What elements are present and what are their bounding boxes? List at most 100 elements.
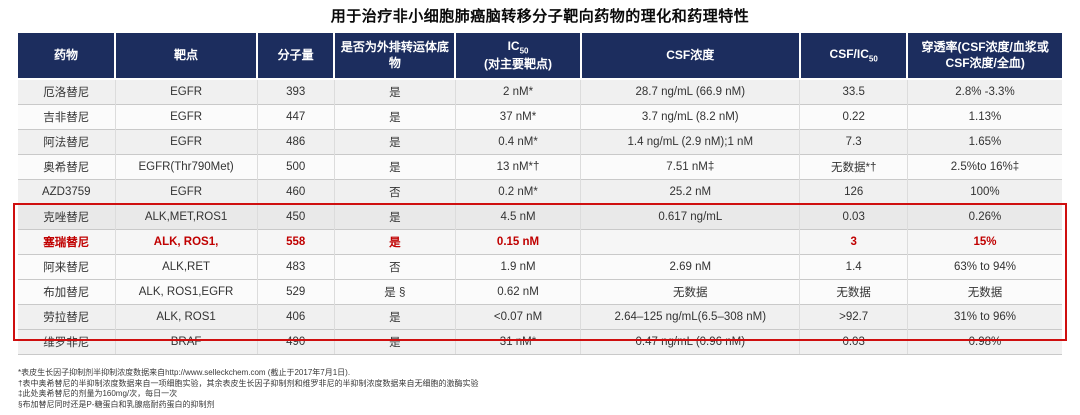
csf-ic50-label: CSF/IC	[829, 46, 869, 61]
cell-csf: 0.47 ng/mL (0.96 nM)	[580, 328, 801, 355]
cell-ratio: 0.03	[799, 328, 908, 355]
cell-target: EGFR	[115, 128, 258, 154]
cell-drug: AZD3759	[18, 178, 116, 204]
page-title: 用于治疗非小细胞肺癌脑转移分子靶向药物的理化和药理特性	[330, 8, 750, 25]
cell-ic50: 31 nM*	[455, 328, 582, 355]
cell-mol-weight: 490	[257, 328, 335, 355]
table-row-vemurafenib: 维罗非尼 BRAF 490 是 31 nM* 0.47 ng/mL (0.96 …	[18, 328, 1062, 355]
footnote-dagger: †表中奥希替尼的半抑制浓度数据来自一项细胞实验，其余表皮生长因子抑制剂和维罗非尼…	[18, 378, 479, 388]
cell-mol-weight: 406	[257, 303, 335, 329]
cell-mol-weight: 447	[257, 103, 335, 129]
cell-efflux: 是	[334, 103, 456, 129]
cell-ratio: 1.4	[799, 253, 908, 279]
cell-penetration: 1.13%	[907, 103, 1062, 129]
cell-drug: 维罗非尼	[18, 328, 116, 355]
column-header-csf-ic50-ratio: CSF/IC50	[799, 33, 909, 80]
cell-ratio: 0.22	[799, 103, 908, 129]
cell-ratio: 33.5	[799, 79, 908, 104]
cell-ratio: 7.3	[799, 128, 908, 154]
cell-ratio: 无数据	[799, 278, 908, 304]
cell-ic50: 2 nM*	[455, 79, 582, 104]
cell-penetration: 0.26%	[907, 203, 1062, 229]
cell-mol-weight: 483	[257, 253, 335, 279]
table-body: 厄洛替尼 EGFR 393 是 2 nM* 28.7 ng/mL (66.9 n…	[18, 79, 1062, 355]
cell-csf: 3.7 ng/mL (8.2 nM)	[580, 103, 801, 129]
drug-properties-table-wrap: 药物 靶点 分子量 是否为外排转运体底物 IC50 (对主要靶点) CSF浓度 C…	[13, 33, 1067, 355]
column-header-drug: 药物	[18, 33, 117, 80]
cell-csf: 25.2 nM	[580, 178, 801, 204]
table-row-ceritinib-highlighted: 塞瑞替尼 ALK, ROS1, 558 是 0.15 nM 3 15%	[18, 228, 1062, 254]
table-row-azd3759: AZD3759 EGFR 460 否 0.2 nM* 25.2 nM 126 1…	[18, 178, 1062, 204]
cell-ic50: 1.9 nM	[455, 253, 582, 279]
footnotes: *表皮生长因子抑制剂半抑制浓度数据来自http://www.selleckche…	[18, 368, 1062, 410]
table-row-osimertinib: 奥希替尼 EGFR(Thr790Met) 500 是 13 nM*† 7.51 …	[18, 153, 1062, 179]
cell-penetration: 2.8% -3.3%	[907, 79, 1062, 104]
cell-csf: 无数据	[580, 278, 801, 304]
table-header-row: 药物 靶点 分子量 是否为外排转运体底物 IC50 (对主要靶点) CSF浓度 C…	[18, 33, 1062, 80]
cell-ratio: 无数据*†	[799, 153, 908, 179]
cell-penetration: 15%	[907, 228, 1062, 254]
cell-target: EGFR	[115, 178, 258, 204]
cell-ratio: 3	[799, 228, 908, 254]
column-header-mol-weight: 分子量	[257, 33, 336, 80]
cell-drug: 劳拉替尼	[18, 303, 116, 329]
column-header-target: 靶点	[115, 33, 259, 80]
cell-mol-weight: 500	[257, 153, 335, 179]
cell-drug: 阿来替尼	[18, 253, 116, 279]
cell-efflux: 是	[334, 228, 456, 254]
cell-efflux: 是 §	[334, 278, 456, 304]
column-header-efflux: 是否为外排转运体底物	[334, 33, 457, 80]
cell-efflux: 是	[334, 203, 456, 229]
cell-ratio: >92.7	[799, 303, 908, 329]
csf-ic50-subscript: 50	[868, 54, 878, 63]
cell-ic50: 13 nM*†	[455, 153, 582, 179]
cell-ic50: 0.4 nM*	[455, 128, 582, 154]
table-row-crizotinib: 克唑替尼 ALK,MET,ROS1 450 是 4.5 nM 0.617 ng/…	[18, 203, 1062, 229]
cell-efflux: 否	[334, 178, 456, 204]
cell-mol-weight: 450	[257, 203, 335, 229]
cell-csf: 7.51 nM‡	[580, 153, 801, 179]
cell-penetration: 无数据	[907, 278, 1062, 304]
cell-ic50: 4.5 nM	[455, 203, 582, 229]
cell-csf: 2.64–125 ng/mL(6.5–308 nM)	[580, 303, 801, 329]
table-row-alectinib: 阿来替尼 ALK,RET 483 否 1.9 nM 2.69 nM 1.4 63…	[18, 253, 1062, 279]
column-header-csf-concentration: CSF浓度	[580, 33, 801, 80]
cell-drug: 奥希替尼	[18, 153, 116, 179]
cell-target: ALK, ROS1,EGFR	[115, 278, 258, 304]
cell-target: BRAF	[115, 328, 258, 355]
footnote-double-dagger: ‡此处奥希替尼的剂量为160mg/次，每日一次	[18, 389, 178, 398]
cell-penetration: 1.65%	[907, 128, 1062, 154]
ic50-note: (对主要靶点)	[484, 56, 553, 71]
cell-csf: 28.7 ng/mL (66.9 nM)	[580, 79, 801, 104]
drug-properties-table: 药物 靶点 分子量 是否为外排转运体底物 IC50 (对主要靶点) CSF浓度 C…	[18, 33, 1062, 355]
cell-drug: 克唑替尼	[18, 203, 116, 229]
table-row-lorlatinib: 劳拉替尼 ALK, ROS1 406 是 <0.07 nM 2.64–125 n…	[18, 303, 1062, 329]
cell-ic50: <0.07 nM	[455, 303, 582, 329]
table-row-erlotinib: 厄洛替尼 EGFR 393 是 2 nM* 28.7 ng/mL (66.9 n…	[18, 79, 1062, 104]
cell-mol-weight: 529	[257, 278, 335, 304]
cell-target: ALK, ROS1,	[115, 228, 258, 254]
cell-mol-weight: 558	[257, 228, 335, 254]
cell-csf: 2.69 nM	[580, 253, 801, 279]
table-row-afatinib: 阿法替尼 EGFR 486 是 0.4 nM* 1.4 ng/mL (2.9 n…	[18, 128, 1062, 154]
footnote-section: §布加替尼同时还是P-糖蛋白和乳腺癌耐药蛋白的抑制剂	[18, 399, 215, 409]
cell-mol-weight: 393	[257, 79, 335, 104]
cell-penetration: 100%	[907, 178, 1062, 204]
table-header: 药物 靶点 分子量 是否为外排转运体底物 IC50 (对主要靶点) CSF浓度 C…	[18, 33, 1062, 80]
cell-drug: 吉非替尼	[18, 103, 116, 129]
cell-target: ALK,MET,ROS1	[115, 203, 258, 229]
cell-drug: 塞瑞替尼	[18, 228, 116, 254]
cell-csf: 0.617 ng/mL	[580, 203, 801, 229]
ic50-subscript: 50	[519, 46, 529, 56]
cell-efflux: 是	[334, 79, 456, 104]
cell-ratio: 0.03	[799, 203, 908, 229]
cell-target: ALK,RET	[115, 253, 258, 279]
cell-penetration: 31% to 96%	[907, 303, 1062, 329]
cell-penetration: 2.5%to 16%‡	[907, 153, 1062, 179]
cell-efflux: 是	[334, 153, 456, 179]
cell-penetration: 0.98%	[907, 328, 1062, 355]
cell-ic50: 0.2 nM*	[455, 178, 582, 204]
cell-efflux: 是	[334, 128, 456, 154]
cell-efflux: 否	[334, 253, 456, 279]
